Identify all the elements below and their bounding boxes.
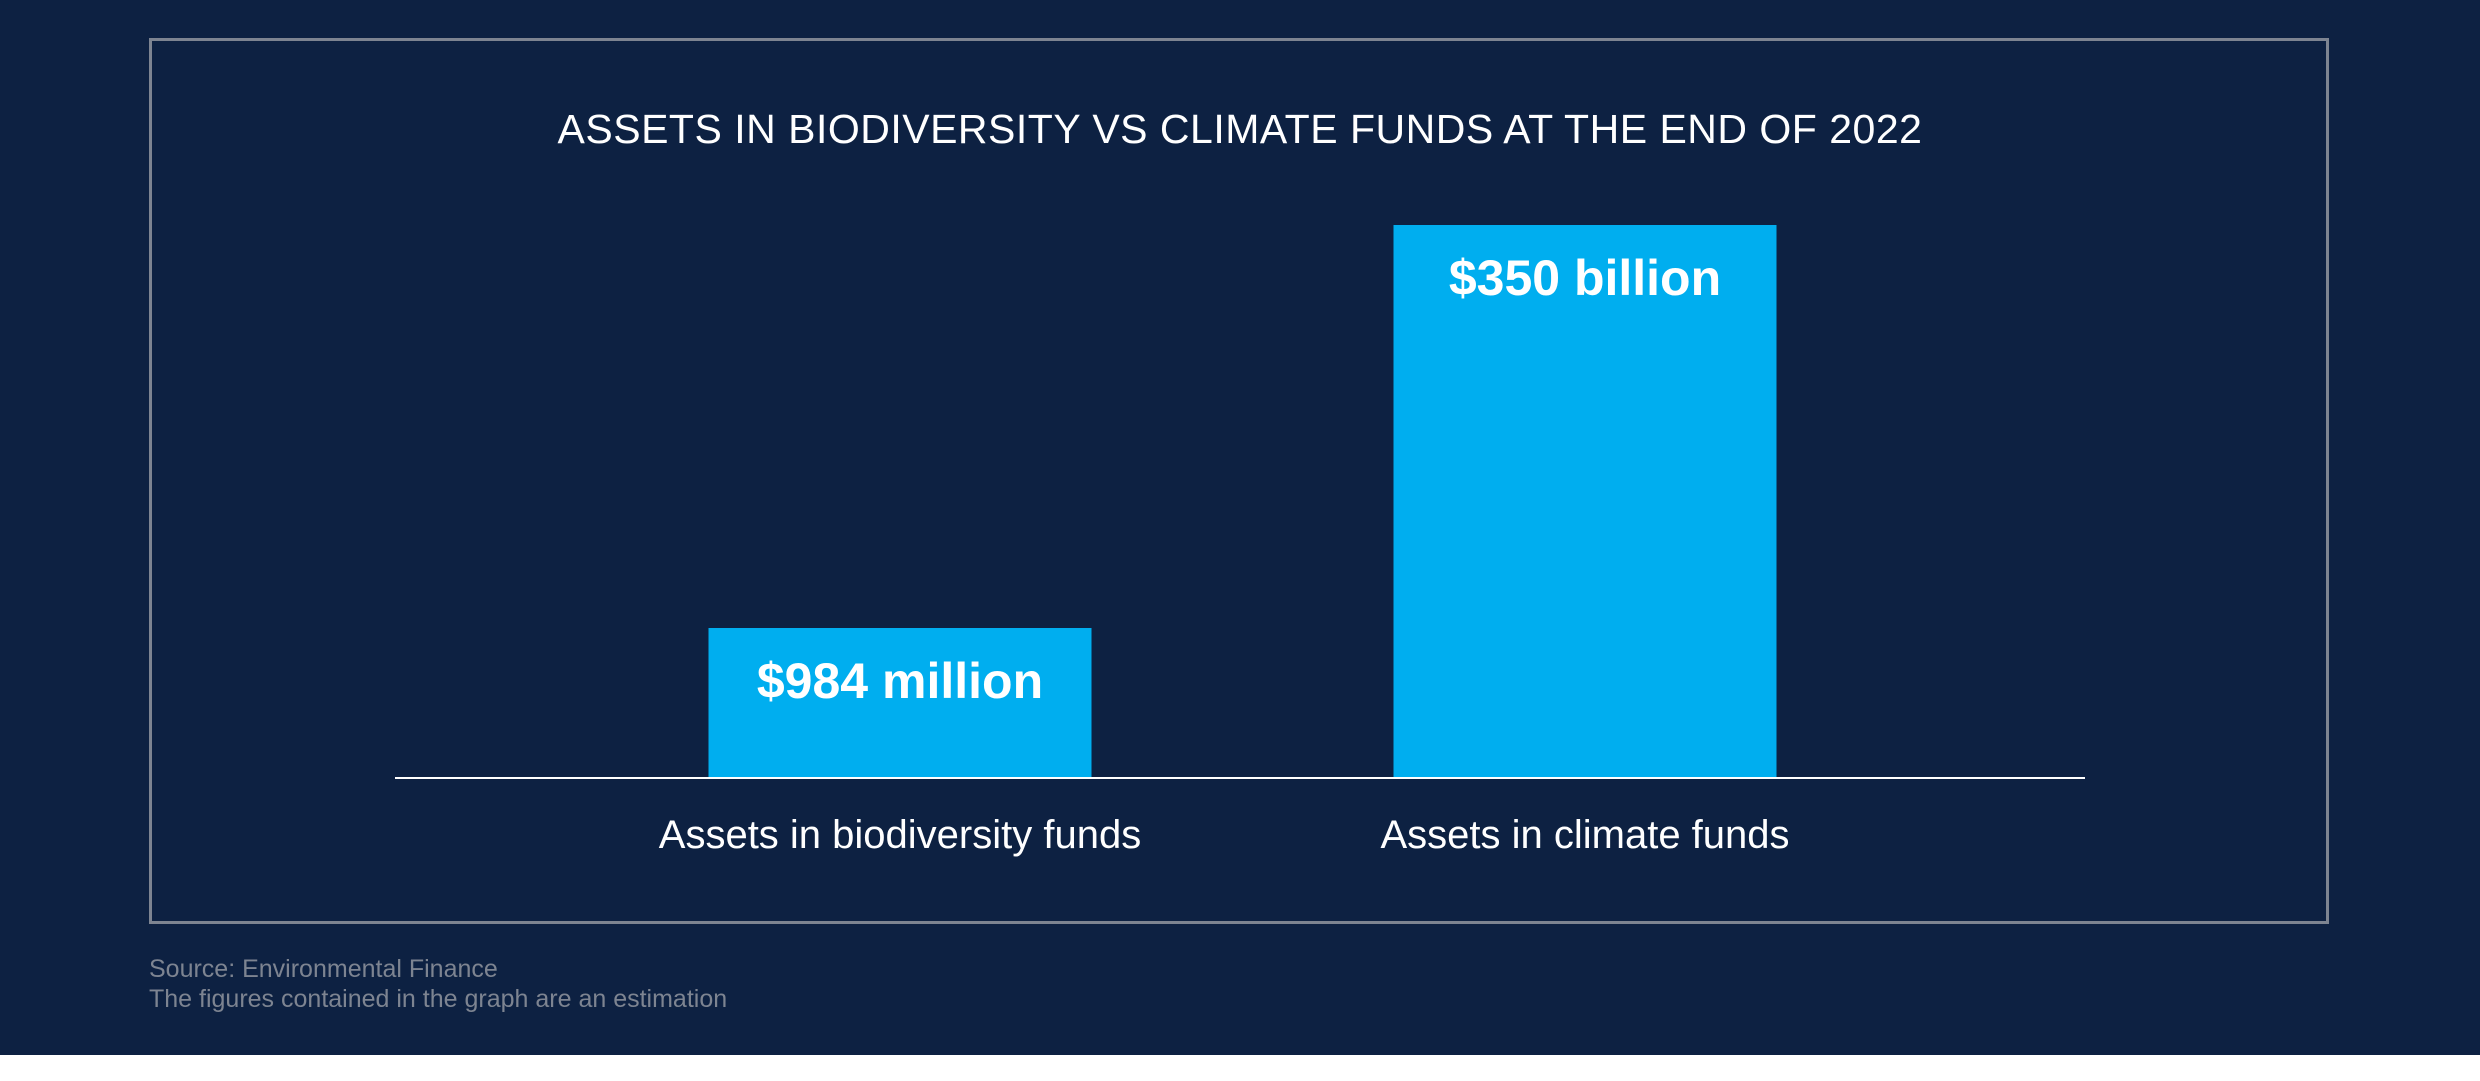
- bar-chart: $984 million Assets in biodiversity funds…: [395, 225, 2085, 857]
- category-label-2: Assets in climate funds: [1380, 813, 1789, 857]
- category-label-1: Assets in biodiversity funds: [659, 813, 1141, 857]
- chart-frame: [149, 38, 2329, 924]
- chart-title: ASSETS IN BIODIVERSITY VS CLIMATE FUNDS …: [557, 106, 1923, 152]
- source-note: Source: Environmental Finance: [149, 955, 498, 983]
- data-label-2: $350 billion: [1449, 250, 1721, 306]
- data-label-1: $984 million: [757, 653, 1043, 709]
- bar-1: [708, 628, 1092, 778]
- bar-2: [1393, 225, 1777, 778]
- chart-canvas: ASSETS IN BIODIVERSITY VS CLIMATE FUNDS …: [0, 0, 2480, 1055]
- estimation-disclaimer: The figures contained in the graph are a…: [149, 985, 728, 1013]
